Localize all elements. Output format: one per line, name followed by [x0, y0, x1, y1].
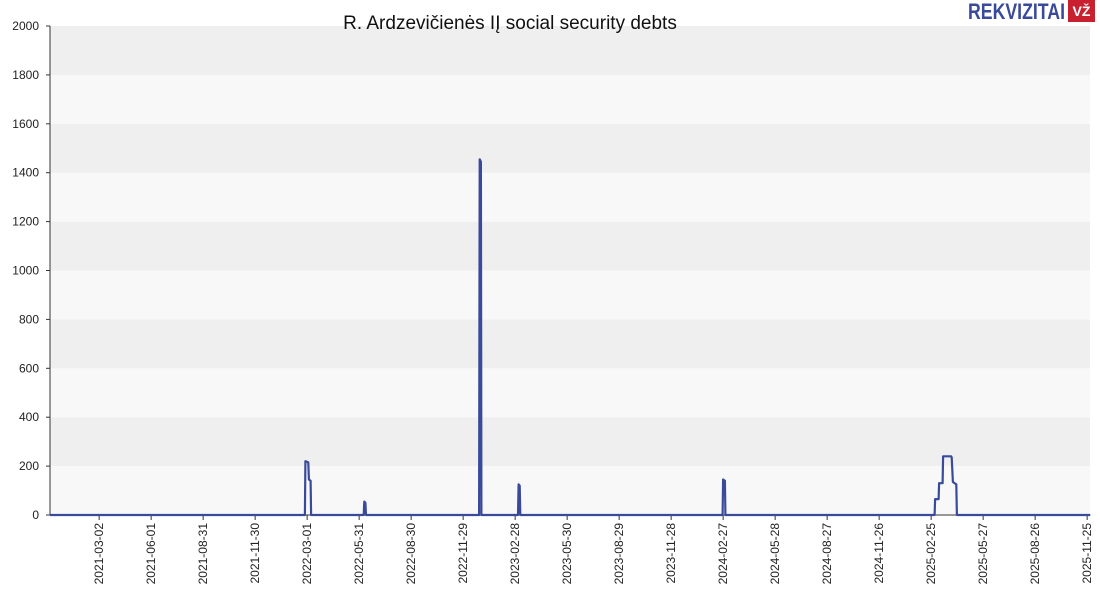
y-tick-label: 600 — [19, 361, 39, 375]
x-tick-label: 2023-02-28 — [508, 523, 522, 585]
data-point — [951, 456, 953, 459]
data-point — [364, 502, 367, 504]
x-tick-label: 2024-05-28 — [768, 523, 782, 585]
y-tick-label: 1000 — [12, 264, 39, 278]
data-point — [941, 482, 944, 484]
x-tick-label: 2023-11-28 — [664, 523, 678, 584]
data-point — [519, 514, 521, 516]
x-tick-label: 2025-05-27 — [976, 523, 990, 585]
data-point — [308, 478, 310, 481]
data-point — [519, 485, 521, 487]
y-axis-ticks: 0 200 400 600 800 1000 1200 1400 1600 1800 2000 — [12, 19, 50, 522]
y-tick-label: 200 — [19, 459, 39, 473]
data-point — [309, 480, 312, 482]
rekvizitai-logo[interactable]: REKVIZITAI VŽ — [968, 0, 1095, 24]
grid-band — [50, 74, 1090, 124]
grid-band — [50, 417, 1090, 467]
x-tick-label: 2023-05-30 — [560, 523, 574, 585]
y-tick-label: 1200 — [12, 215, 39, 229]
data-point — [363, 500, 365, 503]
data-point — [1089, 514, 1091, 516]
x-tick-label: 2022-03-01 — [300, 523, 314, 585]
x-tick-label: 2023-08-29 — [612, 523, 626, 585]
data-point — [49, 514, 51, 516]
x-tick-label: 2024-02-27 — [716, 523, 730, 585]
x-tick-label: 2022-08-30 — [404, 523, 418, 585]
x-tick-label: 2021-08-31 — [196, 523, 210, 585]
logo-text: REKVIZITAI — [968, 0, 1065, 24]
y-tick-label: 1600 — [12, 117, 39, 131]
y-tick-label: 800 — [19, 312, 39, 326]
grid-band — [50, 172, 1090, 222]
data-point — [942, 455, 944, 457]
data-point — [307, 461, 309, 464]
grid-bands — [50, 26, 1090, 515]
data-point — [479, 158, 481, 160]
grid-band — [50, 123, 1090, 173]
data-point — [310, 514, 312, 516]
data-point — [517, 514, 519, 516]
x-tick-label: 2022-11-29 — [456, 523, 470, 584]
data-point — [933, 514, 936, 516]
data-point — [955, 483, 957, 486]
data-point — [722, 478, 724, 481]
data-point — [952, 481, 954, 483]
x-tick-label: 2021-11-30 — [248, 523, 262, 584]
data-point — [934, 498, 936, 500]
x-tick-label: 2025-02-25 — [924, 523, 938, 585]
data-point — [478, 514, 480, 516]
data-point — [721, 514, 724, 516]
data-point — [956, 514, 958, 516]
y-tick-label: 0 — [32, 508, 39, 522]
x-tick-label: 2025-11-25 — [1080, 523, 1094, 584]
grid-band — [50, 466, 1090, 515]
x-tick-label: 2022-05-31 — [352, 523, 366, 585]
logo-badge-text: VŽ — [1073, 2, 1091, 19]
x-axis-ticks: 2021-03-02 2021-06-01 2021-08-31 2021-11-30… — [92, 515, 1094, 584]
data-point — [950, 455, 952, 457]
y-tick-label: 1400 — [12, 166, 39, 180]
grid-band — [50, 319, 1090, 369]
x-tick-label: 2024-08-27 — [820, 523, 834, 585]
y-tick-label: 2000 — [12, 19, 39, 33]
data-point — [304, 460, 307, 462]
grid-band — [50, 270, 1090, 320]
data-point — [724, 480, 726, 482]
data-point — [304, 514, 306, 516]
chart-title: R. Ardzevičienės IĮ social security debt… — [343, 13, 677, 34]
grid-band — [50, 221, 1090, 271]
x-tick-label: 2021-03-02 — [92, 523, 106, 585]
data-point — [480, 161, 482, 163]
data-point — [363, 514, 365, 516]
y-tick-label: 400 — [19, 410, 39, 424]
grid-band — [50, 368, 1090, 418]
logo-badge — [1068, 0, 1095, 22]
series-group — [49, 158, 1091, 517]
data-point — [937, 498, 940, 500]
grid-band — [50, 26, 1090, 75]
data-point — [938, 482, 940, 484]
x-tick-label: 2021-06-01 — [144, 523, 158, 585]
x-tick-label: 2025-08-26 — [1028, 523, 1042, 585]
data-point — [517, 483, 520, 486]
data-point — [724, 514, 727, 516]
data-point — [480, 514, 483, 516]
x-tick-label: 2024-11-26 — [872, 523, 886, 584]
data-point — [365, 514, 367, 516]
y-tick-label: 1800 — [12, 68, 39, 82]
